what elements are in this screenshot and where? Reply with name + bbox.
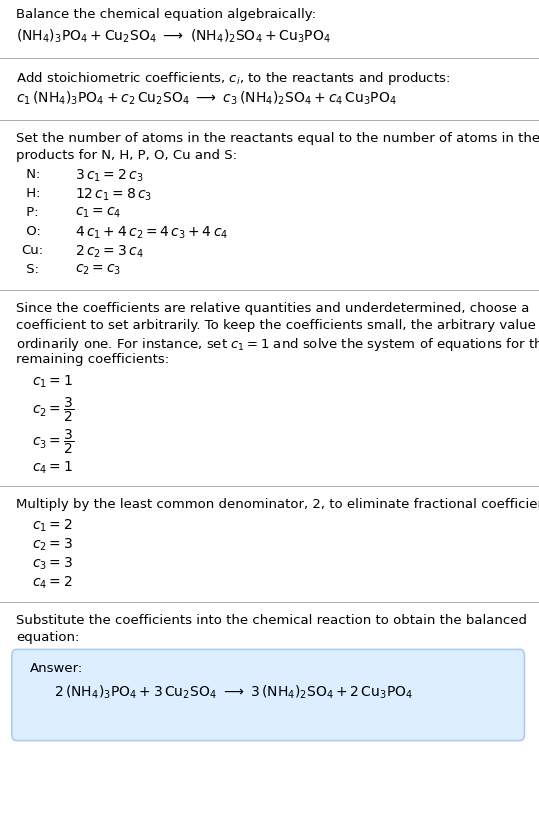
Text: $c_4 = 1$: $c_4 = 1$ [32, 460, 73, 477]
FancyBboxPatch shape [12, 649, 524, 741]
Text: S:: S: [22, 263, 39, 276]
Text: $c_2 = 3$: $c_2 = 3$ [32, 537, 73, 553]
Text: $c_1 = 1$: $c_1 = 1$ [32, 374, 73, 390]
Text: ordinarily one. For instance, set $c_1 = 1$ and solve the system of equations fo: ordinarily one. For instance, set $c_1 =… [16, 336, 539, 353]
Text: O:: O: [22, 225, 40, 238]
Text: P:: P: [22, 206, 38, 219]
Text: Since the coefficients are relative quantities and underdetermined, choose a: Since the coefficients are relative quan… [16, 302, 529, 315]
Text: $c_2 = c_3$: $c_2 = c_3$ [75, 263, 122, 277]
Text: remaining coefficients:: remaining coefficients: [16, 353, 169, 366]
Text: $2\,(\mathrm{NH_4})_3\mathrm{PO_4} + 3\,\mathrm{Cu_2SO_4} \ \longrightarrow \ 3\: $2\,(\mathrm{NH_4})_3\mathrm{PO_4} + 3\,… [54, 684, 413, 701]
Text: $c_1\,(\mathrm{NH_4})_3\mathrm{PO_4} + c_2\,\mathrm{Cu_2SO_4} \ \longrightarrow : $c_1\,(\mathrm{NH_4})_3\mathrm{PO_4} + c… [16, 90, 397, 108]
Text: $12\,c_1 = 8\,c_3$: $12\,c_1 = 8\,c_3$ [75, 187, 153, 203]
Text: Substitute the coefficients into the chemical reaction to obtain the balanced: Substitute the coefficients into the che… [16, 614, 527, 627]
Text: $2\,c_2 = 3\,c_4$: $2\,c_2 = 3\,c_4$ [75, 244, 144, 261]
Text: $c_3 = 3$: $c_3 = 3$ [32, 556, 73, 572]
Text: Cu:: Cu: [22, 244, 44, 257]
Text: $c_4 = 2$: $c_4 = 2$ [32, 575, 73, 591]
Text: $(\mathrm{NH_4})_3\mathrm{PO_4} + \mathrm{Cu_2SO_4} \ \longrightarrow \ (\mathrm: $(\mathrm{NH_4})_3\mathrm{PO_4} + \mathr… [16, 28, 331, 45]
Text: $c_2 = \dfrac{3}{2}$: $c_2 = \dfrac{3}{2}$ [32, 396, 74, 424]
Text: $c_1 = 2$: $c_1 = 2$ [32, 518, 73, 534]
Text: Balance the chemical equation algebraically:: Balance the chemical equation algebraica… [16, 8, 316, 21]
Text: $c_3 = \dfrac{3}{2}$: $c_3 = \dfrac{3}{2}$ [32, 428, 74, 456]
Text: $3\,c_1 = 2\,c_3$: $3\,c_1 = 2\,c_3$ [75, 168, 144, 184]
Text: $4\,c_1 + 4\,c_2 = 4\,c_3 + 4\,c_4$: $4\,c_1 + 4\,c_2 = 4\,c_3 + 4\,c_4$ [75, 225, 229, 242]
Text: Multiply by the least common denominator, 2, to eliminate fractional coefficient: Multiply by the least common denominator… [16, 498, 539, 511]
Text: H:: H: [22, 187, 40, 200]
Text: N:: N: [22, 168, 40, 181]
Text: equation:: equation: [16, 631, 80, 644]
Text: products for N, H, P, O, Cu and S:: products for N, H, P, O, Cu and S: [16, 149, 237, 162]
Text: Answer:: Answer: [30, 662, 83, 675]
Text: Add stoichiometric coefficients, $c_i$, to the reactants and products:: Add stoichiometric coefficients, $c_i$, … [16, 70, 451, 87]
Text: Set the number of atoms in the reactants equal to the number of atoms in the: Set the number of atoms in the reactants… [16, 132, 539, 145]
Text: coefficient to set arbitrarily. To keep the coefficients small, the arbitrary va: coefficient to set arbitrarily. To keep … [16, 319, 539, 332]
Text: $c_1 = c_4$: $c_1 = c_4$ [75, 206, 122, 220]
